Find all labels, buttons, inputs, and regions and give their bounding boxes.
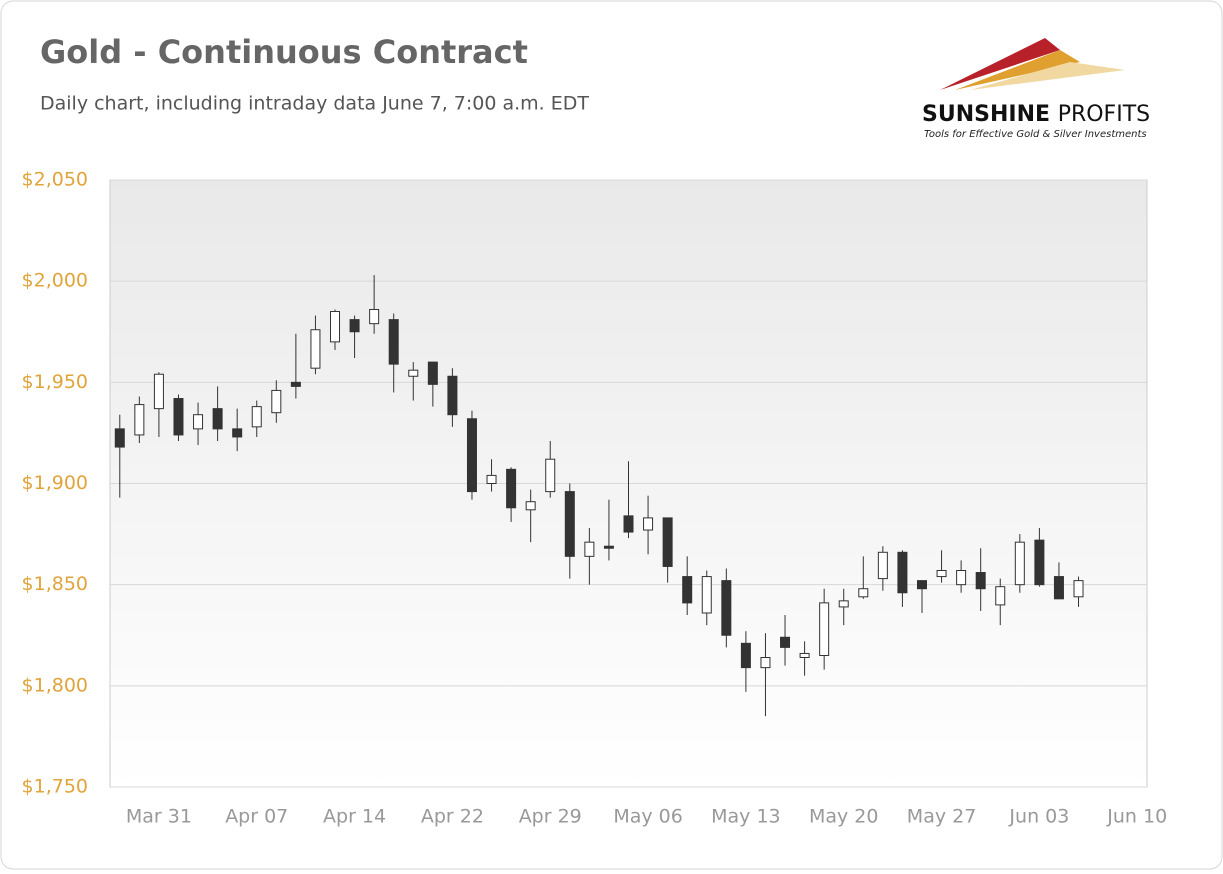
candle-body [447, 375, 458, 416]
candle-body [153, 373, 164, 410]
candle-body [408, 369, 419, 377]
candle-body [701, 576, 712, 614]
chart-subtitle: Daily chart, including intraday data Jun… [40, 93, 589, 115]
candle-body [897, 551, 908, 594]
candle-body [114, 428, 125, 448]
candle-body [173, 398, 184, 436]
candle-body [1073, 580, 1084, 598]
candle-body [721, 580, 732, 636]
candle-body [780, 636, 791, 648]
y-tick-label: $2,050 [22, 169, 88, 191]
candle-body [564, 491, 575, 557]
candle-body [134, 404, 145, 436]
candle-body [369, 308, 380, 325]
x-tick-label: May 13 [711, 806, 781, 828]
x-tick-label: Mar 31 [126, 806, 192, 828]
candle-body [251, 406, 262, 428]
candle-body [525, 501, 536, 511]
candle-body [858, 588, 869, 598]
x-tick-label: May 06 [613, 806, 683, 828]
x-tick-label: Jun 10 [1106, 806, 1167, 828]
logo: SUNSHINE PROFITS Tools for Effective Gol… [922, 38, 1150, 140]
logo-tagline: Tools for Effective Gold & Silver Invest… [924, 129, 1147, 140]
candle-body [506, 468, 517, 509]
candle-body [427, 361, 438, 385]
candle-body [349, 319, 360, 333]
x-tick-label: Apr 22 [421, 806, 484, 828]
candle-body [643, 517, 654, 531]
candle-body [193, 414, 204, 430]
chart-title: Gold - Continuous Contract [40, 33, 528, 71]
candle-body [819, 602, 830, 656]
y-tick-label: $2,000 [22, 270, 88, 292]
y-tick-label: $1,750 [22, 776, 88, 798]
candle-body [545, 458, 556, 493]
y-tick-label: $1,900 [22, 472, 88, 494]
candle-body [271, 389, 282, 414]
candle-body [388, 319, 399, 365]
candle-body [466, 418, 477, 493]
candle-body [760, 657, 771, 669]
candle-body [799, 652, 810, 659]
candle-body [916, 580, 927, 590]
y-tick-label: $1,850 [22, 573, 88, 595]
y-tick-label: $1,800 [22, 674, 88, 696]
x-tick-label: May 20 [809, 806, 879, 828]
candle-body [956, 570, 967, 586]
candle-body [310, 329, 321, 369]
candle-body [584, 541, 595, 557]
candle-body [936, 570, 947, 578]
x-tick-label: Apr 07 [225, 806, 288, 828]
candle-body [1014, 541, 1025, 586]
candle-body [995, 586, 1006, 606]
x-tick-label: May 27 [907, 806, 977, 828]
candle-body [682, 576, 693, 604]
candle-body [662, 517, 673, 567]
candle-body [330, 311, 341, 343]
candle-body [232, 428, 243, 438]
candle-body [486, 474, 497, 485]
candle-body [1053, 576, 1064, 600]
candle-body [740, 642, 751, 669]
y-tick-label: $1,950 [22, 371, 88, 393]
x-tick-label: Jun 03 [1008, 806, 1069, 828]
candle-body [290, 381, 301, 387]
candle-body [603, 545, 614, 549]
candle-body [212, 408, 223, 430]
candle-body [623, 515, 634, 533]
candle-body [975, 572, 986, 590]
logo-name: SUNSHINE PROFITS [922, 102, 1150, 127]
x-tick-label: Apr 29 [519, 806, 582, 828]
candle-body [1034, 539, 1045, 586]
x-tick-label: Apr 14 [323, 806, 386, 828]
candle-body [877, 551, 888, 580]
candle-body [838, 600, 849, 608]
